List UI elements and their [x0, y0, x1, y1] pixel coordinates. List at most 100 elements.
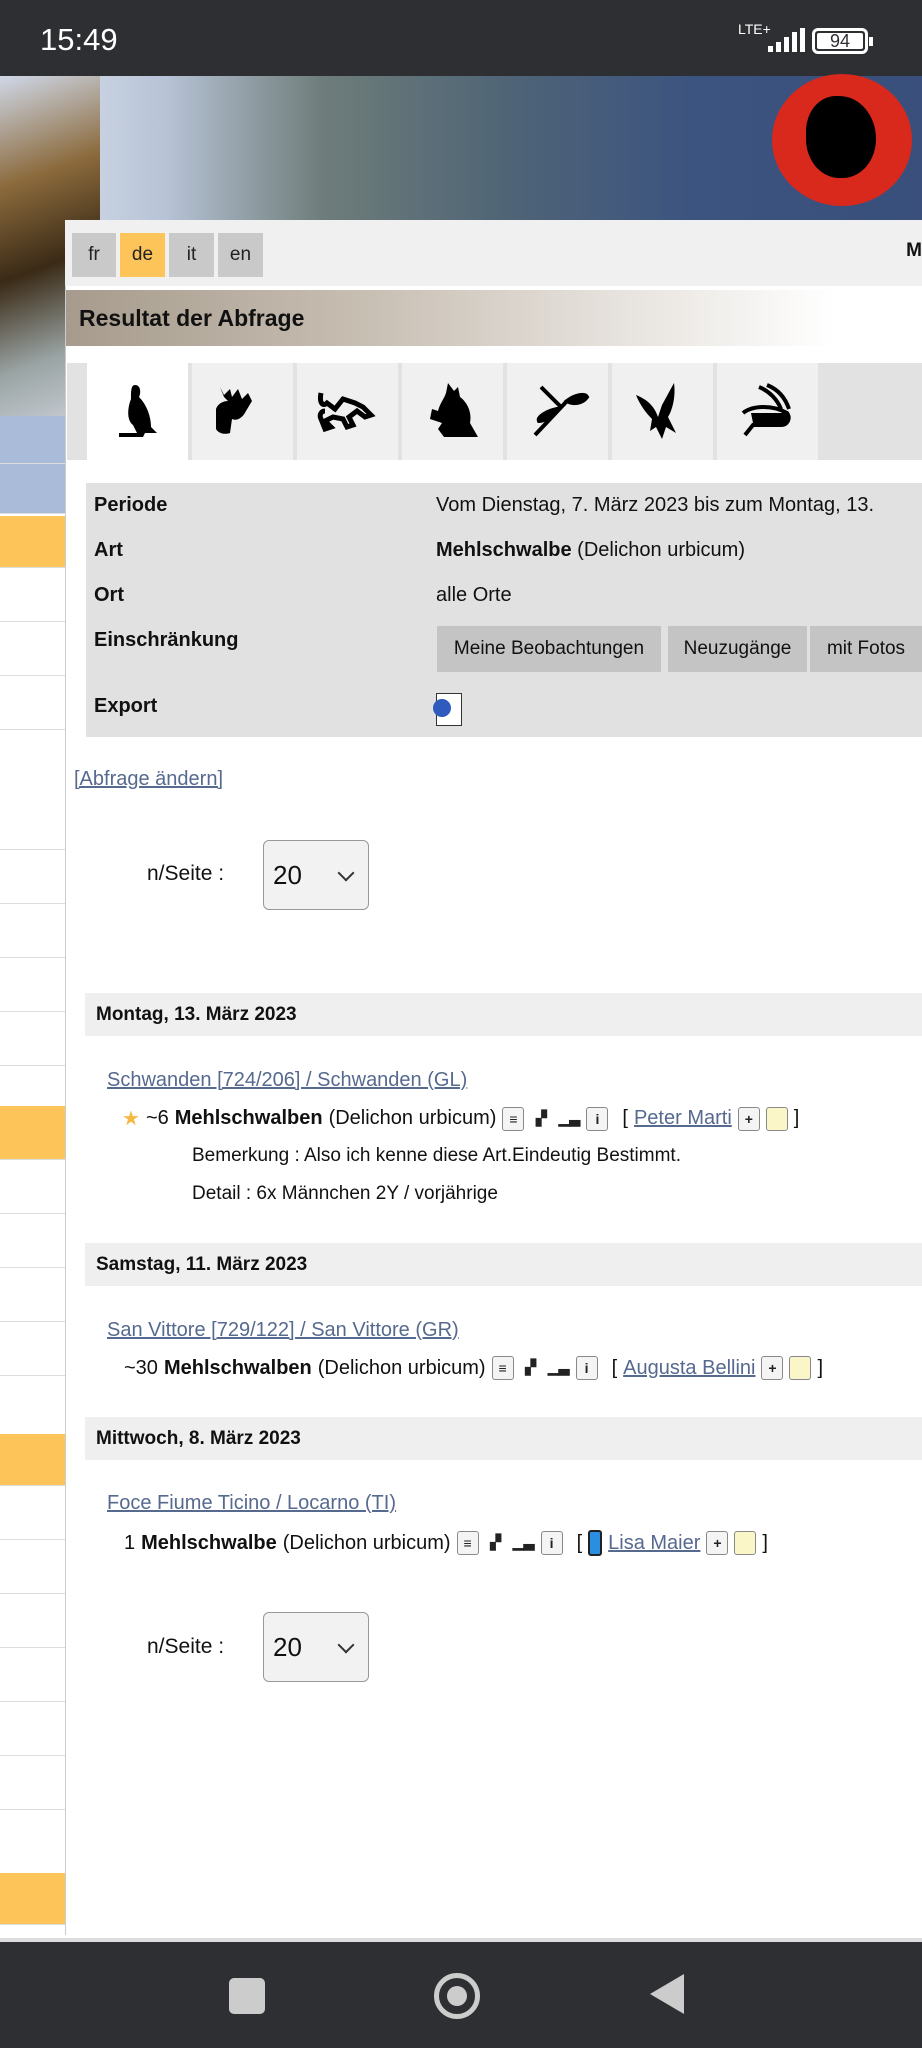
filter-with-photos[interactable]: mit Fotos: [810, 626, 922, 672]
filter-new-entries[interactable]: Neuzugänge: [668, 626, 807, 672]
list-icon[interactable]: ≡: [491, 1356, 514, 1380]
info-icon[interactable]: i: [575, 1356, 598, 1380]
sidebar-item[interactable]: [0, 622, 65, 676]
value-art: Mehlschwalbe (Delichon urbicum): [436, 539, 745, 562]
species-name: Mehlschwalbe: [436, 539, 572, 561]
list-icon[interactable]: ≡: [502, 1106, 525, 1131]
date-header: Samstag, 11. März 2023: [85, 1243, 922, 1286]
chart-icon[interactable]: ▁▃: [512, 1534, 535, 1550]
notepad-icon[interactable]: [734, 1531, 757, 1555]
export-document-icon[interactable]: [433, 693, 462, 726]
filter-my-observations[interactable]: Meine Beobachtungen: [437, 626, 661, 672]
add-icon[interactable]: +: [737, 1106, 760, 1131]
list-icon[interactable]: ≡: [456, 1531, 479, 1555]
clock: 15:49: [40, 22, 118, 57]
date-header: Montag, 13. März 2023: [85, 993, 922, 1036]
sidebar-item[interactable]: [0, 1214, 65, 1268]
location-link[interactable]: Schwanden [724/206] / Schwanden (GL): [107, 1069, 468, 1091]
tab-butterflies[interactable]: [612, 363, 715, 460]
sidebar-item[interactable]: [0, 416, 65, 464]
species-latin: (Delichon urbicum): [317, 1356, 486, 1379]
site-logo[interactable]: [772, 74, 912, 206]
lang-de[interactable]: de: [120, 233, 165, 277]
bird-icon: [119, 385, 157, 437]
label-ort: Ort: [94, 584, 124, 606]
map-icon[interactable]: ▞: [525, 1359, 536, 1375]
chart-icon[interactable]: ▁▃: [547, 1359, 570, 1375]
value-periode: Vom Dienstag, 7. März 2023 bis zum Monta…: [436, 494, 874, 516]
star-icon: ★: [122, 1108, 140, 1130]
sidebar-item[interactable]: [0, 1268, 65, 1322]
sidebar-item[interactable]: [0, 1322, 65, 1376]
observer-link[interactable]: Peter Marti: [633, 1107, 732, 1129]
observer-link[interactable]: Lisa Maier: [608, 1531, 701, 1554]
lang-it[interactable]: it: [169, 233, 214, 277]
tab-dragonflies[interactable]: [507, 363, 610, 460]
dragonfly-icon: [533, 385, 590, 437]
label-einschraenkung: Einschränkung: [94, 629, 239, 651]
add-icon[interactable]: +: [706, 1531, 729, 1555]
tab-amphibians[interactable]: [402, 363, 505, 460]
sidebar-item[interactable]: [0, 568, 65, 622]
date-header: Mittwoch, 8. März 2023: [85, 1417, 922, 1460]
count: 1: [124, 1531, 136, 1554]
sidebar-item[interactable]: [0, 1648, 65, 1702]
header-banner: [0, 76, 922, 220]
observer-link[interactable]: Augusta Bellini: [623, 1356, 756, 1379]
tab-mammals[interactable]: [192, 363, 295, 460]
sidebar-item[interactable]: [0, 464, 65, 514]
frog-icon: [430, 383, 478, 437]
sidebar-item[interactable]: [0, 958, 65, 1012]
per-page-label: n/Seite :: [147, 1635, 225, 1658]
tab-birds[interactable]: [87, 363, 190, 460]
add-icon[interactable]: +: [761, 1356, 784, 1380]
sidebar-item[interactable]: [0, 850, 65, 904]
notepad-icon[interactable]: [789, 1356, 812, 1380]
info-icon[interactable]: i: [586, 1106, 609, 1131]
lang-en[interactable]: en: [218, 233, 263, 277]
sidebar-item[interactable]: [0, 1702, 65, 1756]
home-button[interactable]: [434, 1973, 480, 2019]
chart-icon[interactable]: ▁▃: [558, 1109, 581, 1126]
sidebar-item[interactable]: [0, 516, 65, 568]
sidebar-item[interactable]: [0, 1160, 65, 1214]
sidebar-item[interactable]: [0, 1434, 65, 1486]
notepad-icon[interactable]: [765, 1106, 788, 1131]
per-page-select[interactable]: 20: [263, 1612, 369, 1682]
sidebar-item[interactable]: [0, 1873, 65, 1925]
species-latin: (Delichon urbicum): [328, 1107, 497, 1129]
sidebar: [0, 416, 65, 1940]
recents-button[interactable]: [229, 1978, 265, 2014]
status-bar: 15:49 LTE+ 94: [0, 0, 922, 76]
map-icon[interactable]: ▞: [490, 1534, 501, 1550]
sidebar-item[interactable]: [0, 1486, 65, 1540]
sidebar-item[interactable]: [0, 730, 65, 850]
change-query-link[interactable]: [Abfrage ändern]: [74, 768, 223, 790]
menu-label-cut[interactable]: M: [906, 240, 922, 261]
sidebar-item[interactable]: [0, 1106, 65, 1160]
sidebar-item[interactable]: [0, 676, 65, 730]
sidebar-item[interactable]: [0, 1012, 65, 1066]
sidebar-item[interactable]: [0, 1756, 65, 1810]
location-link[interactable]: San Vittore [729/122] / San Vittore (GR): [107, 1319, 459, 1341]
sidebar-item[interactable]: [0, 904, 65, 958]
query-summary: Periode Vom Dienstag, 7. März 2023 bis z…: [86, 483, 922, 737]
sidebar-item[interactable]: [0, 1594, 65, 1648]
observation-row: ~30 Mehlschwalben (Delichon urbicum) ≡ ▞ ▁…: [124, 1356, 824, 1380]
info-icon[interactable]: i: [540, 1531, 563, 1555]
android-nav-bar: [0, 1938, 922, 2048]
detail: Detail : 6x Männchen 2Y / vorjährige: [192, 1183, 498, 1204]
species-name: Mehlschwalbe: [141, 1531, 277, 1554]
per-page-select[interactable]: 20: [263, 840, 369, 910]
battery-level: 94: [817, 32, 863, 50]
tab-reptiles[interactable]: [297, 363, 400, 460]
map-icon[interactable]: ▞: [536, 1109, 547, 1126]
lang-fr[interactable]: fr: [72, 233, 116, 277]
taxon-tabs: [67, 363, 922, 460]
back-button[interactable]: [650, 1974, 684, 2014]
tab-orthoptera[interactable]: [717, 363, 820, 460]
sidebar-item[interactable]: [0, 1540, 65, 1594]
observation-row: 1 Mehlschwalbe (Delichon urbicum) ≡ ▞ ▁▃ i …: [124, 1530, 768, 1556]
location-link[interactable]: Foce Fiume Ticino / Locarno (TI): [107, 1492, 396, 1514]
mobile-phone-icon: [588, 1530, 603, 1556]
